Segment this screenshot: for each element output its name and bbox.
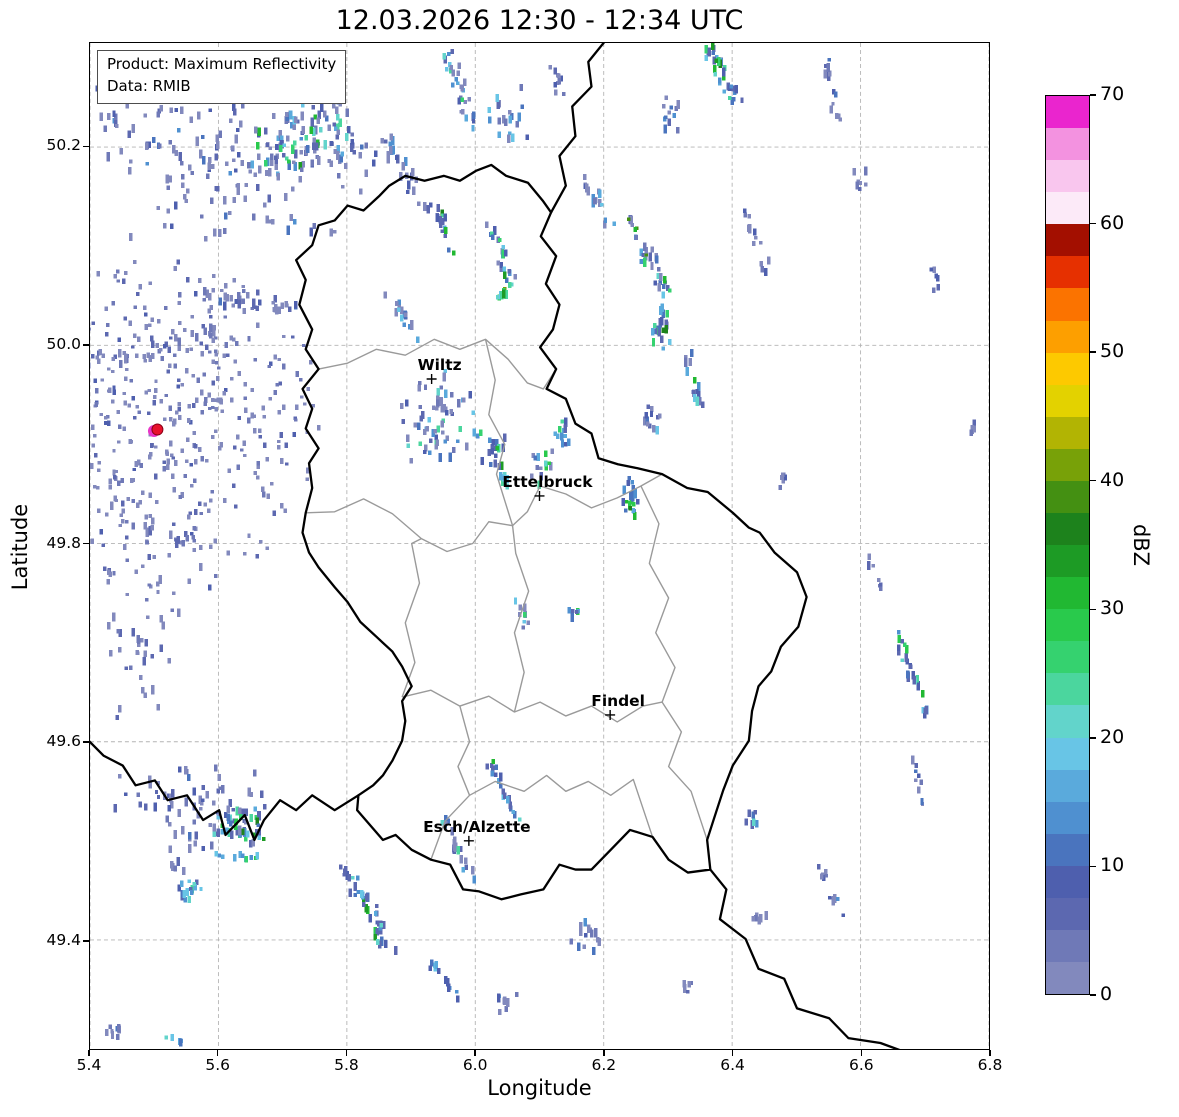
city-plus-icon [534,490,545,501]
colorbar-tick-mark [1090,351,1096,353]
colorbar-tick-mark [1090,479,1096,482]
x-tick-mark [731,1050,734,1056]
data-source-line: Data: RMIB [107,76,191,95]
colorbar-tick-label: 60 [1100,211,1125,234]
colorbar-tick-mark [1090,608,1096,611]
x-tick-label: 5.6 [205,1056,231,1074]
y-tick-mark [83,741,89,743]
product-line: Product: Maximum Reflectivity [107,55,337,73]
colorbar-segment [1046,416,1089,449]
colorbar-tick-label: 0 [1100,983,1113,1005]
colorbar-segment [1046,384,1089,417]
colorbar-segment [1046,128,1089,161]
y-tick-label: 50.2 [46,136,81,155]
map-canvas: Wiltz Ettelbruck Findel Esch/Alzette [90,43,989,1049]
radar-echoes [90,43,977,1047]
colorbar-tick-mark [1090,865,1096,868]
colorbar-segment [1046,192,1089,225]
district-borders [305,338,708,860]
city-label: Wiltz [418,356,462,374]
colorbar-segment [1046,609,1089,642]
x-tick-label: 6.6 [848,1056,874,1074]
radar-dot-icon [151,423,164,436]
colorbar-tick-label: 40 [1100,468,1125,491]
city-marker: Wiltz [418,356,462,384]
colorbar-segment [1046,256,1089,289]
colorbar-segment [1046,224,1089,257]
colorbar-segment [1046,320,1089,353]
colorbar [1045,95,1090,995]
x-tick-label: 5.4 [76,1056,102,1074]
map-plot: Wiltz Ettelbruck Findel Esch/Alzette Produc… [89,42,990,1050]
y-tick-label: 49.6 [46,732,81,751]
colorbar-tick-label: 10 [1100,854,1125,877]
colorbar-segment [1046,545,1089,578]
city-marker: Esch/Alzette [423,818,531,846]
colorbar-segment [1046,865,1089,898]
colorbar-tick-mark [1090,994,1096,996]
y-tick-mark [83,344,89,346]
x-tick-mark [603,1050,605,1056]
colorbar-tick-label: 70 [1100,83,1125,105]
x-tick-label: 6.0 [462,1056,488,1074]
y-tick-label: 49.8 [46,533,81,552]
city-label: Esch/Alzette [423,818,531,836]
x-tick-label: 6.2 [591,1056,617,1074]
colorbar-segment [1046,769,1089,802]
x-tick-label: 5.8 [334,1056,359,1074]
city-plus-icon [463,835,474,846]
colorbar-segment [1046,288,1089,321]
city-plus-icon [605,709,616,720]
city-plus-icon [426,374,437,384]
country-borders [90,43,901,1049]
radar-site-marker [147,423,164,438]
colorbar-segment [1046,577,1089,610]
x-tick-label: 6.8 [977,1056,1003,1074]
x-tick-mark [989,1050,991,1056]
colorbar-segment [1046,480,1089,514]
colorbar-segment [1046,352,1089,385]
product-info-box: Product: Maximum Reflectivity Data: RMIB [97,50,347,104]
colorbar-tick-label: 30 [1100,597,1125,620]
colorbar-tick-label: 20 [1100,725,1125,748]
colorbar-tick-label: 50 [1100,340,1125,363]
colorbar-tick-mark [1090,737,1096,739]
colorbar-segment [1046,673,1089,706]
y-tick-mark [83,542,89,545]
city-label: Findel [591,692,645,710]
x-tick-label: 6.4 [720,1056,745,1074]
x-axis-label: Longitude [487,1076,592,1100]
city-marker: Ettelbruck [502,473,593,501]
city-markers: Wiltz Ettelbruck Findel Esch/Alzette [418,356,645,846]
y-tick-mark [83,940,89,942]
colorbar-tick-mark [1090,94,1096,96]
city-label: Ettelbruck [502,473,593,491]
y-tick-label: 49.4 [46,930,81,949]
colorbar-segment [1046,833,1089,866]
colorbar-segment [1046,737,1089,770]
colorbar-segment [1046,801,1089,834]
colorbar-segment [1046,930,1089,963]
colorbar-segment [1046,897,1089,931]
colorbar-segment [1046,448,1089,481]
colorbar-segment [1046,513,1089,546]
colorbar-segment [1046,641,1089,674]
y-tick-mark [83,145,89,148]
colorbar-tick-mark [1090,222,1096,225]
colorbar-segment [1046,160,1089,193]
figure-title: 12.03.2026 12:30 - 12:34 UTC [335,5,744,36]
x-tick-mark [345,1050,348,1056]
city-marker: Findel [591,692,645,720]
colorbar-segment [1046,96,1089,129]
grid-lines [90,43,989,1049]
colorbar-segment [1046,962,1089,995]
colorbar-segment [1046,705,1089,738]
x-tick-mark [860,1050,863,1056]
y-tick-label: 50.0 [46,334,81,353]
x-tick-mark [216,1050,219,1056]
x-tick-mark [474,1050,476,1056]
x-tick-mark [88,1050,90,1056]
